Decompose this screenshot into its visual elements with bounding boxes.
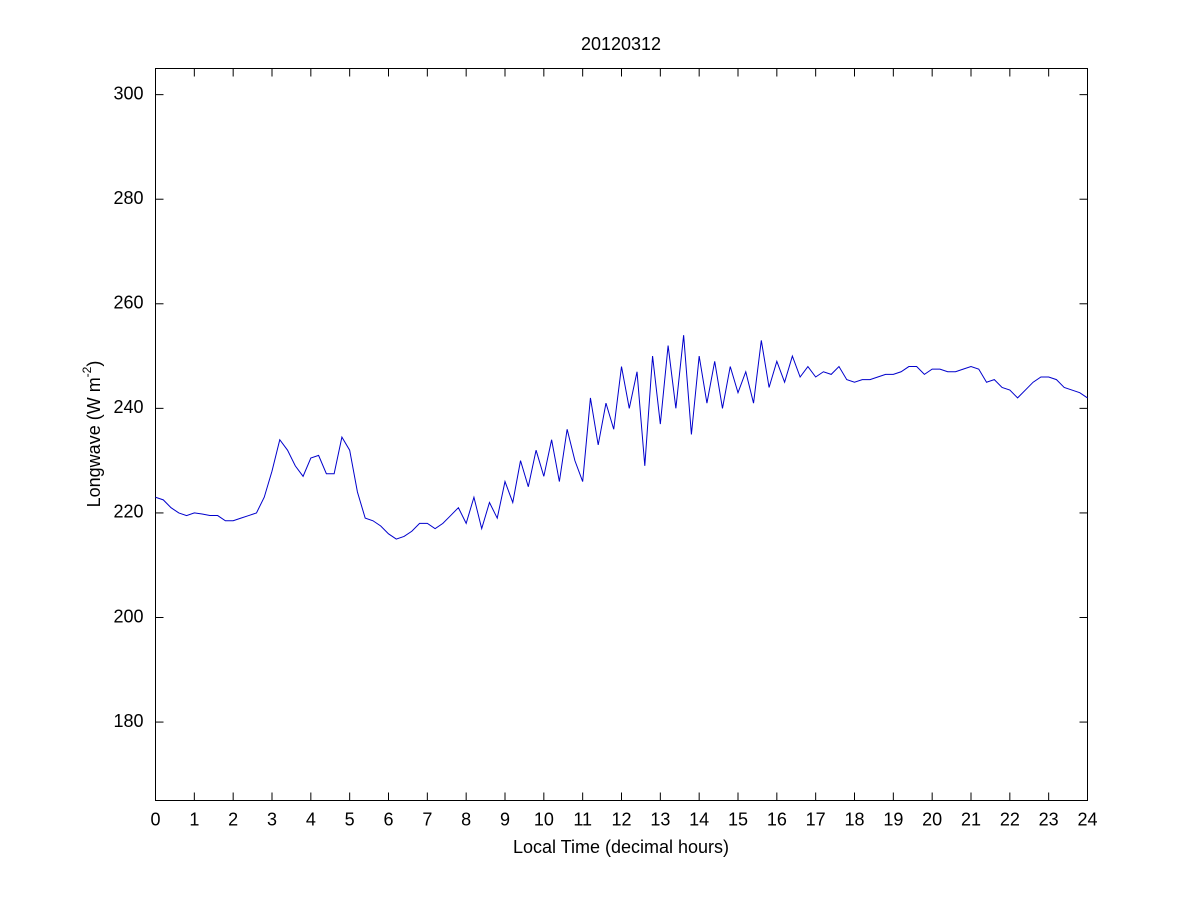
x-tick-label: 21: [961, 809, 981, 829]
x-tick-label: 20: [922, 809, 942, 829]
x-tick-label: 6: [383, 809, 393, 829]
x-tick-label: 22: [1000, 809, 1020, 829]
y-label-exponent: -2: [80, 366, 94, 377]
x-tick-label: 0: [150, 809, 160, 829]
x-tick-label: 10: [534, 809, 554, 829]
y-label-text: Longwave (W m: [84, 377, 104, 507]
x-tick-label: 23: [1039, 809, 1059, 829]
x-tick-label: 4: [306, 809, 316, 829]
y-tick-label: 180: [113, 711, 143, 731]
y-tick-label: 240: [113, 397, 143, 417]
y-axis-label: Longwave (W m-2): [80, 361, 104, 508]
chart-title: 20120312: [581, 34, 661, 54]
x-tick-label: 19: [883, 809, 903, 829]
x-tick-label: 9: [500, 809, 510, 829]
y-tick-label: 200: [113, 606, 143, 626]
x-axis-label: Local Time (decimal hours): [513, 837, 729, 857]
x-tick-label: 7: [422, 809, 432, 829]
x-tick-label: 11: [573, 809, 592, 829]
x-tick-label: 24: [1077, 809, 1097, 829]
x-tick-label: 3: [267, 809, 277, 829]
y-label-end: ): [84, 361, 104, 367]
x-tick-label: 15: [728, 809, 748, 829]
x-tick-label: 12: [611, 809, 631, 829]
plot-frame: [155, 68, 1088, 801]
x-tick-label: 8: [461, 809, 471, 829]
x-tick-label: 14: [689, 809, 709, 829]
x-tick-label: 13: [650, 809, 670, 829]
x-tick-label: 18: [844, 809, 864, 829]
x-tick-label: 17: [806, 809, 826, 829]
x-tick-label: 16: [767, 809, 787, 829]
data-line: [155, 335, 1088, 540]
y-tick-label: 300: [113, 83, 143, 103]
y-tick-label: 220: [113, 502, 143, 522]
y-tick-label: 280: [113, 188, 143, 208]
x-tick-label: 5: [345, 809, 355, 829]
x-tick-label: 1: [189, 809, 199, 829]
x-tick-label: 2: [228, 809, 238, 829]
y-tick-label: 260: [113, 293, 143, 313]
